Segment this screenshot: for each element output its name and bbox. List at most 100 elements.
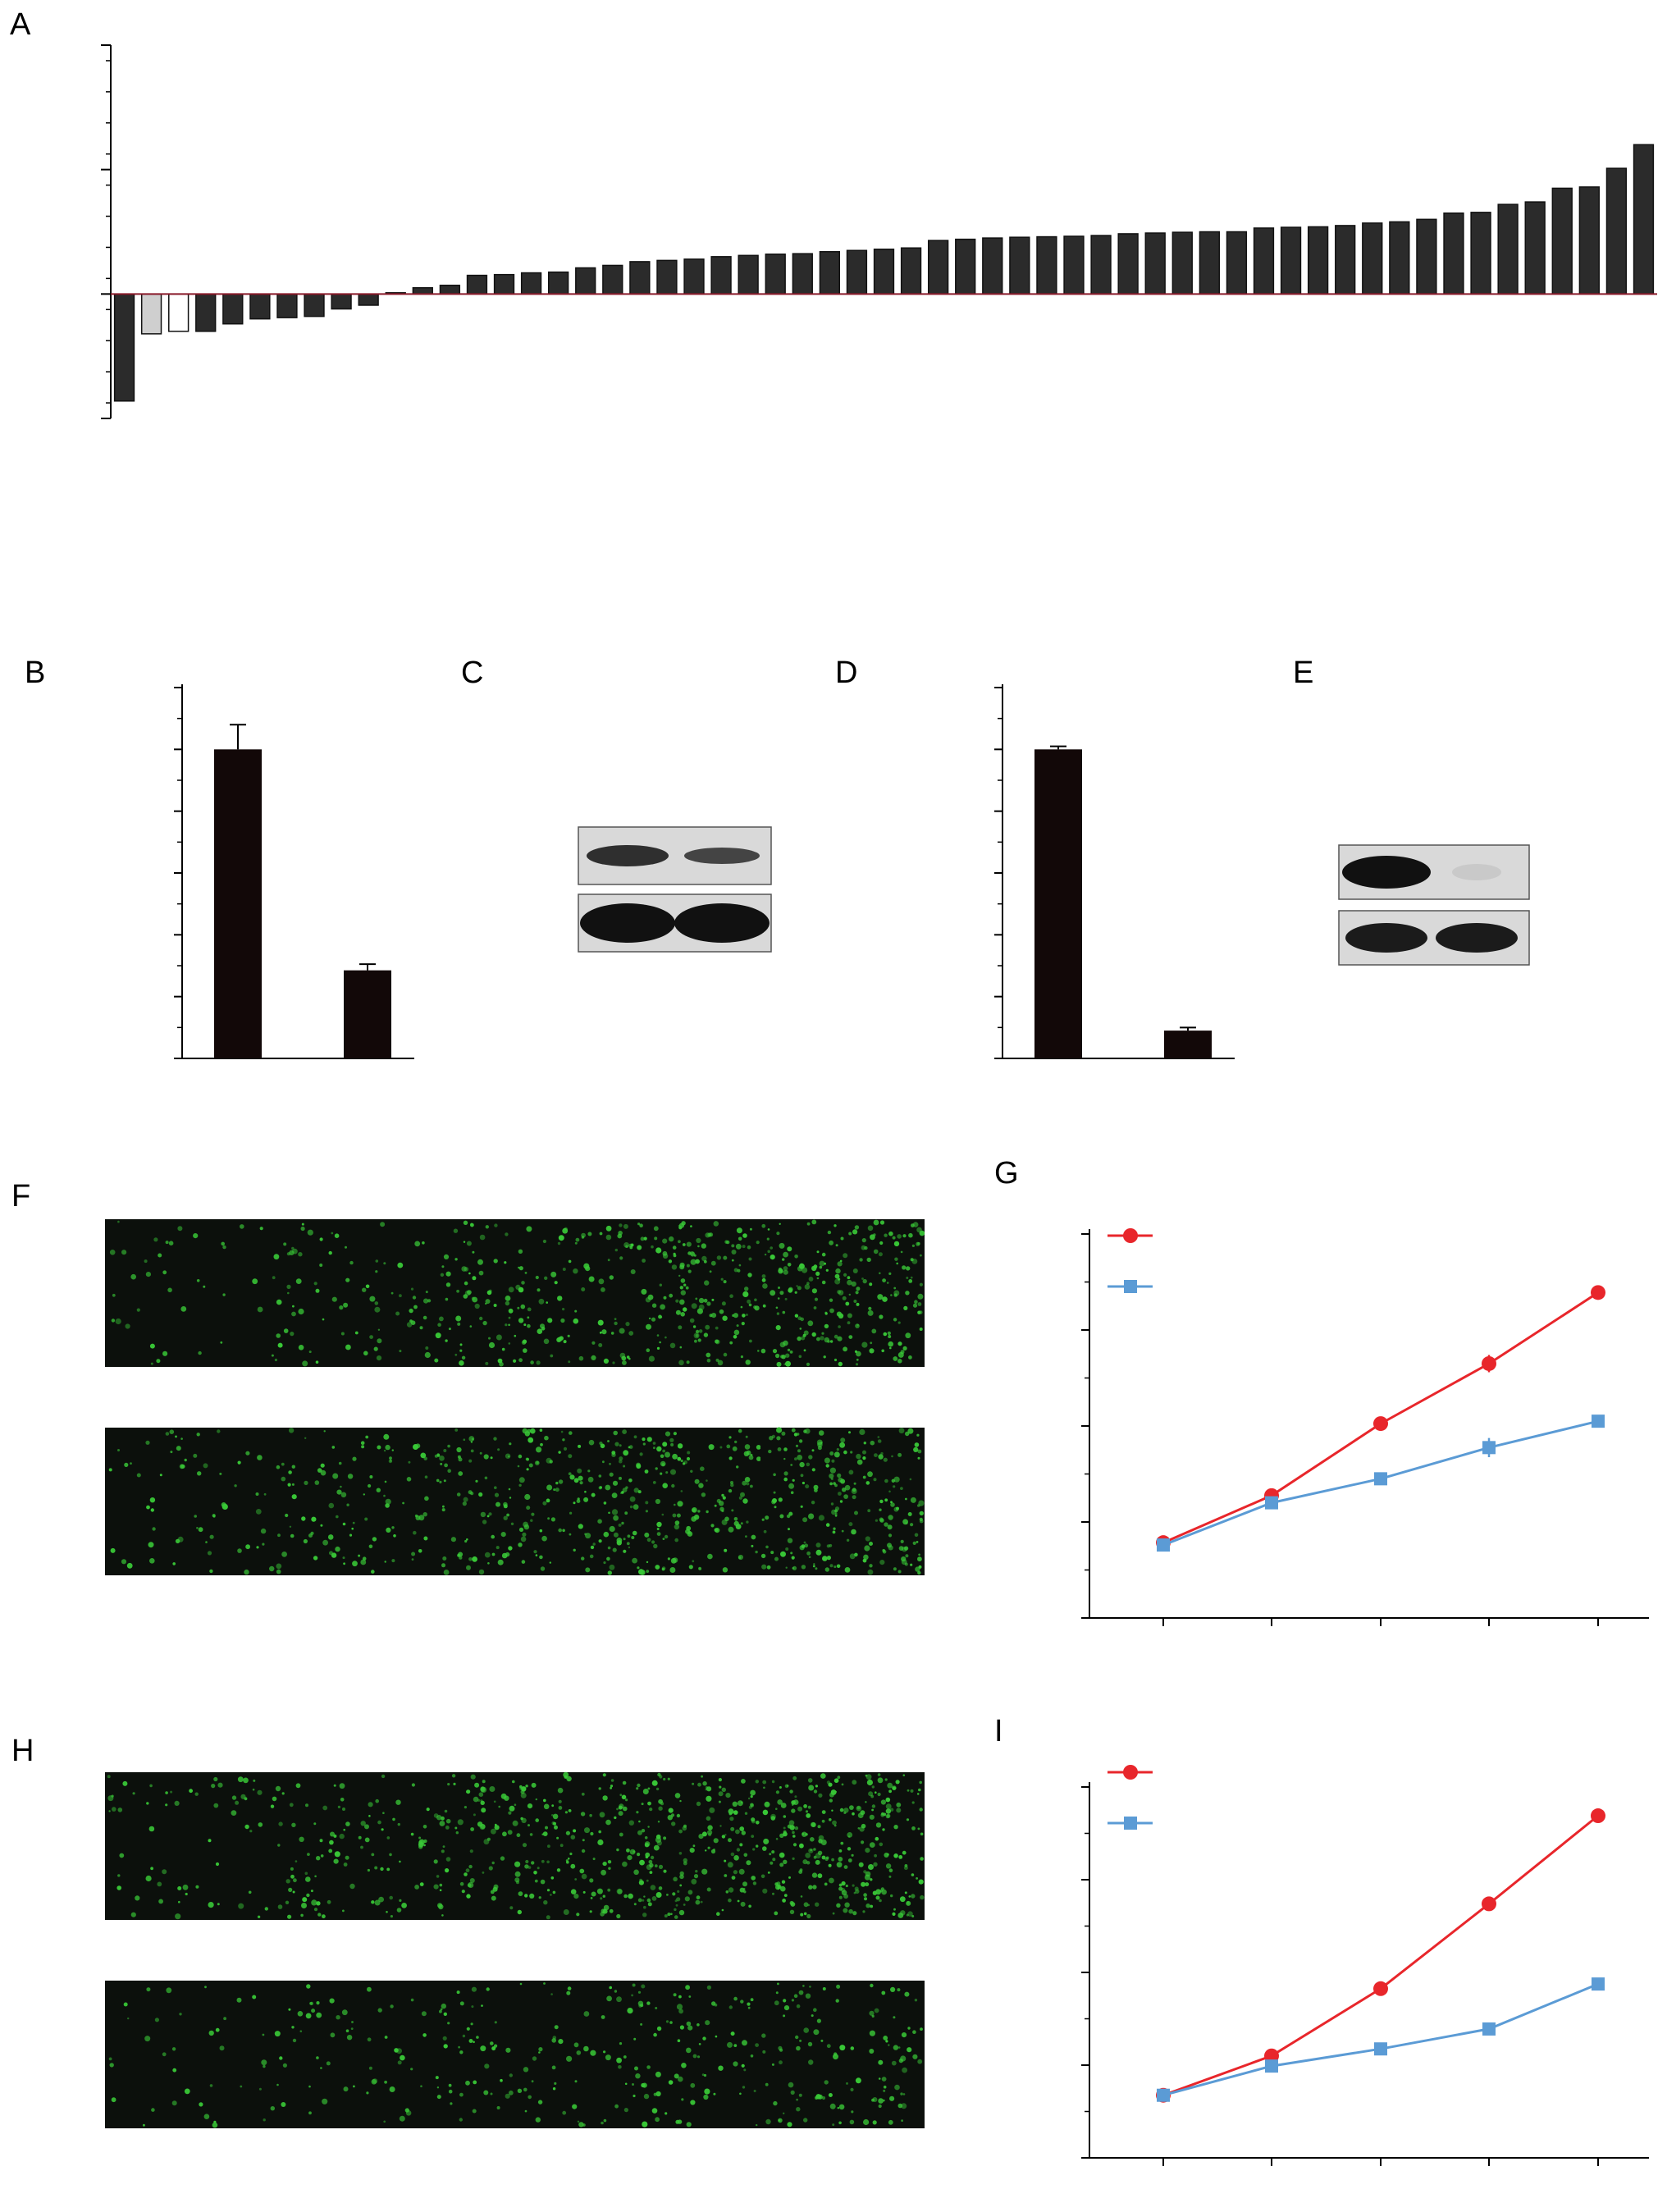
cell-dot xyxy=(790,1464,793,1466)
cell-dot xyxy=(215,1862,220,1867)
cell-dot xyxy=(869,1842,875,1849)
cell-dot xyxy=(581,1287,586,1291)
cell-dot xyxy=(528,1824,530,1827)
cell-dot xyxy=(362,1287,367,1292)
cell-dot xyxy=(623,2055,627,2059)
cell-dot xyxy=(514,1803,517,1806)
cell-dot xyxy=(827,1230,832,1235)
cell-dot xyxy=(619,1256,623,1260)
cell-dot xyxy=(807,2041,813,2047)
cell-dot xyxy=(533,1550,537,1554)
cell-dot xyxy=(886,1853,889,1856)
cell-dot xyxy=(445,1826,450,1830)
cell-dot xyxy=(665,2112,668,2115)
cell-dot xyxy=(503,1515,508,1520)
cell-dot xyxy=(762,1304,766,1308)
cell-dot xyxy=(694,1478,700,1484)
cell-dot xyxy=(459,1343,463,1346)
cell-dot xyxy=(317,1913,322,1917)
cell-dot xyxy=(286,1252,290,1256)
cell-dot xyxy=(660,1304,665,1310)
cell-dot xyxy=(818,1515,825,1521)
cell-dot xyxy=(918,1565,922,1569)
cell-dot xyxy=(912,2054,918,2059)
cell-dot xyxy=(463,1220,468,1226)
cell-dot xyxy=(300,1226,305,1232)
cell-dot xyxy=(305,1876,311,1882)
cell-dot xyxy=(235,1800,240,1805)
cell-dot xyxy=(683,1283,687,1287)
cell-dot xyxy=(590,1831,594,1836)
cell-dot xyxy=(916,1793,920,1795)
cell-dot xyxy=(622,1780,627,1785)
cell-dot xyxy=(481,2004,483,2007)
cell-dot xyxy=(295,1860,298,1862)
cell-dot xyxy=(869,1564,873,1568)
cell-dot xyxy=(255,1509,262,1515)
panel-label-i: I xyxy=(994,1714,1003,1748)
cell-dot xyxy=(653,1543,658,1549)
bar xyxy=(1633,144,1655,295)
cell-dot xyxy=(637,1830,642,1835)
cell-dot xyxy=(368,1544,373,1549)
cell-dot xyxy=(881,2077,887,2082)
bar xyxy=(520,272,542,295)
cell-dot xyxy=(437,1454,441,1457)
cell-dot xyxy=(512,1820,518,1826)
cell-dot xyxy=(788,1820,795,1826)
cell-dot xyxy=(577,2120,580,2123)
cell-dot xyxy=(276,1333,281,1338)
bar xyxy=(466,274,488,295)
cell-dot xyxy=(879,1517,884,1522)
cell-dot xyxy=(856,1287,861,1291)
cell-dot xyxy=(479,1451,482,1455)
cell-dot xyxy=(825,1268,829,1272)
cell-dot xyxy=(383,1449,386,1452)
cell-dot xyxy=(819,1265,823,1269)
cell-dot xyxy=(608,1511,610,1515)
cell-dot xyxy=(552,2087,556,2091)
cell-dot xyxy=(879,1508,882,1511)
cell-dot xyxy=(813,1484,819,1490)
cell-dot xyxy=(885,1808,892,1814)
cell-dot xyxy=(358,1835,362,1840)
cell-dot xyxy=(521,1817,527,1823)
cell-dot xyxy=(217,1782,223,1788)
cell-dot xyxy=(620,1492,623,1494)
cell-dot xyxy=(320,1524,323,1527)
cell-dot xyxy=(873,1219,879,1226)
cell-dot xyxy=(861,1823,866,1829)
cell-dot xyxy=(342,1808,345,1811)
cell-dot xyxy=(836,1448,839,1451)
cell-dot xyxy=(890,1501,893,1504)
cell-dot xyxy=(535,2117,541,2123)
cell-dot xyxy=(803,1349,806,1352)
cell-dot xyxy=(672,1245,677,1250)
cell-dot xyxy=(524,1864,529,1869)
cell-dot xyxy=(797,1449,801,1453)
cell-dot xyxy=(482,1520,487,1524)
cell-dot xyxy=(777,1799,783,1805)
cell-dot xyxy=(196,1279,200,1282)
cell-dot xyxy=(741,1322,745,1326)
cell-dot xyxy=(494,1823,497,1826)
cell-dot xyxy=(628,1446,631,1449)
cell-dot xyxy=(835,1268,841,1274)
cell-dot xyxy=(700,1900,703,1904)
cell-dot xyxy=(281,1792,285,1795)
cell-dot xyxy=(643,1895,646,1898)
cell-dot xyxy=(523,1524,530,1530)
cell-dot xyxy=(720,1277,724,1281)
cell-dot xyxy=(686,2122,692,2127)
cell-dot xyxy=(390,1915,393,1918)
cell-dot xyxy=(904,1864,908,1867)
cell-dot xyxy=(837,1473,842,1478)
cell-dot xyxy=(471,1986,477,1992)
cell-dot xyxy=(541,1833,544,1835)
cell-dot xyxy=(248,1890,252,1894)
cell-dot xyxy=(881,1889,887,1895)
cell-dot xyxy=(683,1462,686,1465)
cell-dot xyxy=(829,1467,837,1474)
cell-dot xyxy=(893,1287,897,1290)
cell-dot xyxy=(533,1871,537,1875)
